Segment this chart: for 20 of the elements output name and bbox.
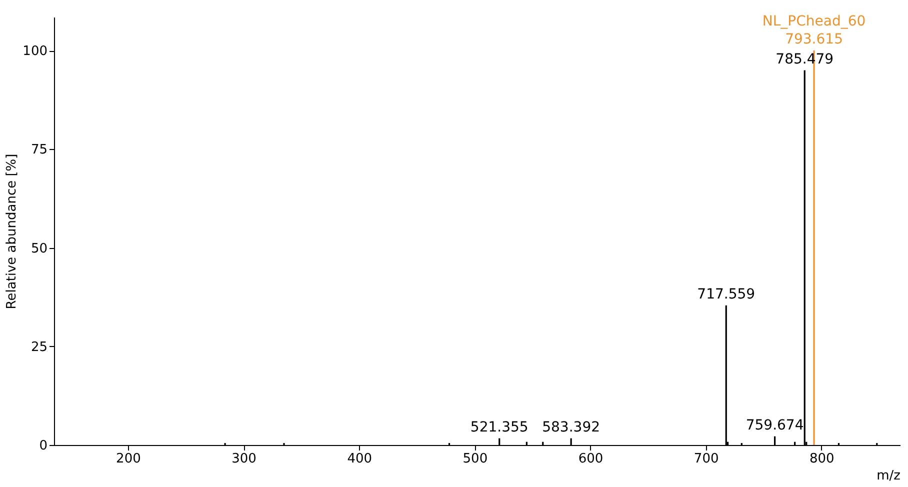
x-tick-label: 700 (694, 452, 719, 466)
x-tick-label: 400 (347, 452, 372, 466)
x-tick-label: 500 (462, 452, 488, 466)
x-tick-label: 300 (232, 452, 256, 466)
y-tick-label: 100 (22, 44, 48, 60)
annotation: 793.615 (785, 32, 843, 48)
y-tick-label: 25 (30, 340, 48, 355)
x-tick-label: 800 (809, 452, 834, 466)
annotation: 583.392 (542, 419, 600, 436)
y-axis-title: Relative abundance [%] (4, 154, 20, 310)
y-tick-label: 0 (39, 438, 48, 454)
y-tick-label: 75 (30, 142, 48, 158)
annotation: 717.559 (697, 286, 756, 302)
y-tick-label: 50 (30, 241, 48, 256)
text: NL_PChead_60 (762, 14, 866, 30)
x-tick-label: 600 (578, 452, 604, 466)
x-tick-label: 200 (116, 452, 141, 466)
x-axis-title: m/z (876, 468, 901, 484)
annotation: 759.674 (746, 417, 804, 434)
annotation: 521.355 (470, 419, 528, 436)
